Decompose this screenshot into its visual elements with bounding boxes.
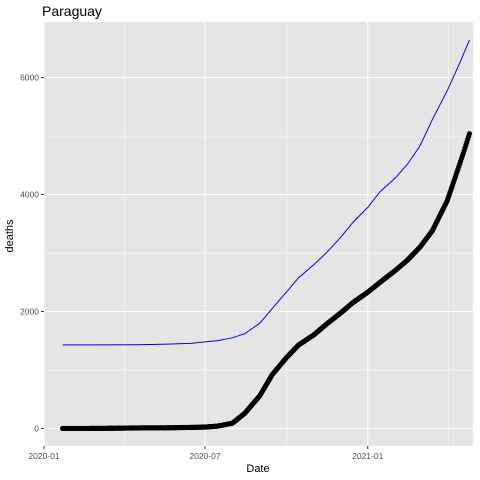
x-tick-label: 2021-01 [352,451,383,461]
x-tick-label: 2020-01 [28,451,59,461]
x-tick-label: 2020-07 [189,451,220,461]
axis-ticks: 2020-01 2020-07 2021-01 0 2000 4000 6000 [20,73,384,461]
x-axis-title: Date [246,463,269,475]
series-layer [59,39,473,432]
y-tick-label: 0 [34,423,39,433]
plot-panel [44,22,473,446]
y-axis-title: deaths [4,219,16,253]
y-tick-label: 2000 [20,306,39,316]
data-point [466,131,473,137]
y-tick-label: 6000 [20,73,39,83]
series-line [62,39,470,346]
chart-title: Paraguay [42,3,102,19]
y-tick-label: 4000 [20,190,39,200]
grid-lines [43,22,473,446]
